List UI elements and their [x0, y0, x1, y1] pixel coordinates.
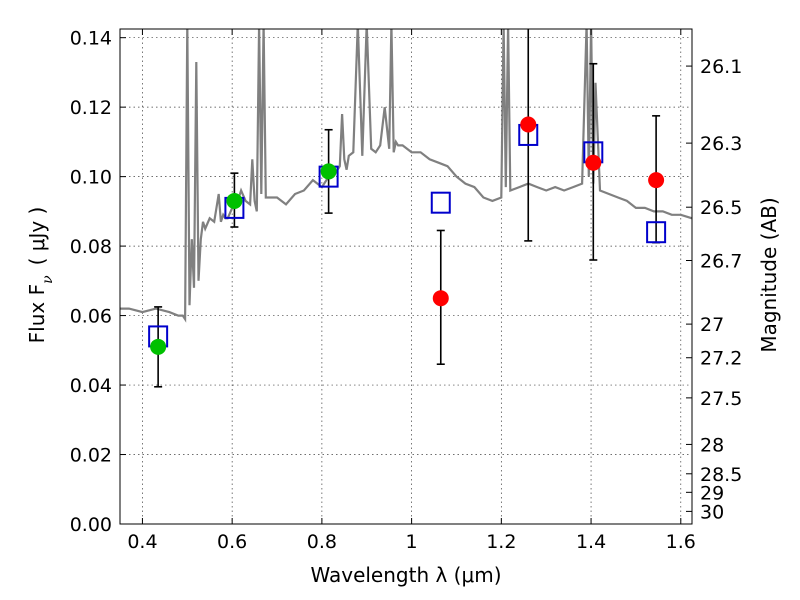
y-tick-label: 0.00 [70, 514, 112, 536]
x-tick-label: 0.6 [217, 531, 247, 553]
model-square-marker [646, 221, 667, 244]
x-tick-label: 0.8 [307, 531, 337, 553]
y-tick-label: 0.02 [70, 445, 112, 467]
tick-labels: 0.4 0.6 0.8 1 1.2 1.4 1.6 0.00 0.02 0.04 0.06 0.08 0… [70, 28, 743, 553]
x-tick-label: 1 [406, 531, 418, 553]
detection-point [150, 338, 167, 355]
x-axis-title: Wavelength λ (μm) [310, 563, 501, 587]
data-markers [148, 116, 667, 355]
detection-point [226, 192, 243, 209]
measured-point [432, 290, 449, 307]
right-tick-label: 29 [700, 482, 724, 504]
y-tick-label: 0.10 [70, 167, 112, 189]
y-axis-title-left-units: ( μJy ) [25, 207, 49, 266]
right-tick-label: 27 [700, 314, 724, 336]
grid-lines [120, 29, 692, 525]
detection-point [320, 163, 337, 180]
right-tick-label: 27.2 [700, 348, 742, 370]
model-square-marker [430, 191, 451, 214]
right-tick-label: 27.5 [700, 388, 742, 410]
right-tick-label: 30 [700, 501, 724, 523]
y-axis-title-left: Flux Fν ( μJy ) [25, 207, 56, 344]
y-axis-title-right-text: Magnitude (AB) [757, 197, 781, 352]
right-tick-label: 28 [700, 434, 724, 456]
right-tick-label: 26.3 [700, 133, 742, 155]
y-axis-title-left-sub: ν [40, 275, 56, 284]
y-tick-label: 0.08 [70, 236, 112, 258]
y-tick-label: 0.06 [70, 306, 112, 328]
x-tick-label: 1.6 [666, 531, 696, 553]
y-axis-title-left-main: Flux F [25, 284, 49, 343]
y-axis-title-left-text: Flux Fν ( μJy ) [25, 207, 56, 344]
measured-point [520, 116, 537, 133]
spectrum-line [120, 29, 692, 323]
x-tick-label: 1.2 [486, 531, 516, 553]
y-axis-title-right: Magnitude (AB) [757, 197, 781, 352]
right-tick-label: 26.5 [700, 197, 742, 219]
right-tick-label: 28.5 [700, 464, 742, 486]
measured-point [585, 154, 602, 171]
y-tick-label: 0.12 [70, 97, 112, 119]
measured-point [648, 172, 665, 189]
right-tick-label: 26.7 [700, 250, 742, 272]
axis-ticks [120, 29, 692, 525]
y-tick-label: 0.04 [70, 375, 112, 397]
y-tick-label: 0.14 [70, 28, 112, 50]
right-tick-label: 26.1 [700, 56, 742, 78]
spectrum-line-group [120, 29, 692, 323]
x-tick-label: 1.4 [576, 531, 606, 553]
plot-frame [119, 28, 693, 525]
x-tick-label: 0.4 [127, 531, 157, 553]
